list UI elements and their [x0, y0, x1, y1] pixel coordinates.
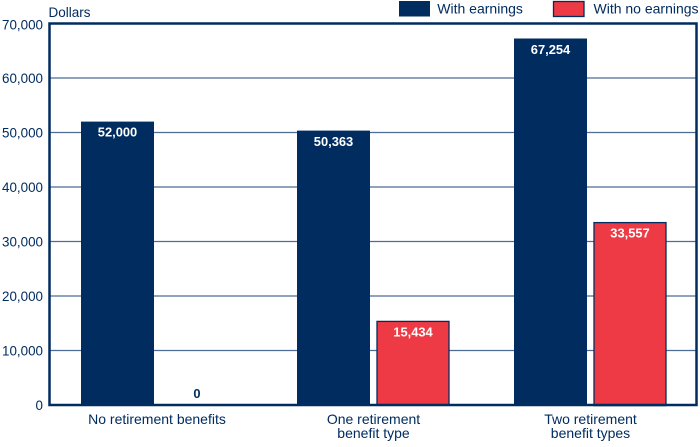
svg-text:70,000: 70,000 [2, 18, 43, 33]
svg-text:No retirement benefits: No retirement benefits [88, 411, 226, 427]
svg-text:52,000: 52,000 [98, 125, 137, 140]
svg-text:0: 0 [193, 386, 200, 401]
svg-text:50,363: 50,363 [314, 134, 353, 149]
svg-text:33,557: 33,557 [610, 226, 649, 241]
svg-text:40,000: 40,000 [2, 180, 43, 195]
svg-text:benefit type: benefit type [337, 425, 410, 441]
svg-text:Dollars: Dollars [49, 5, 91, 20]
svg-text:30,000: 30,000 [2, 234, 43, 249]
svg-text:20,000: 20,000 [2, 289, 43, 304]
svg-text:benefit types: benefit types [551, 425, 630, 441]
svg-text:60,000: 60,000 [2, 71, 43, 86]
svg-text:With no earnings: With no earnings [594, 0, 699, 16]
svg-text:Two retirement: Two retirement [544, 411, 637, 427]
svg-text:With earnings: With earnings [437, 0, 523, 16]
svg-text:10,000: 10,000 [2, 343, 43, 358]
svg-text:50,000: 50,000 [2, 125, 43, 140]
svg-text:0: 0 [36, 398, 43, 413]
svg-text:67,254: 67,254 [531, 42, 571, 57]
svg-text:15,434: 15,434 [393, 324, 433, 339]
svg-text:One retirement: One retirement [327, 411, 420, 427]
